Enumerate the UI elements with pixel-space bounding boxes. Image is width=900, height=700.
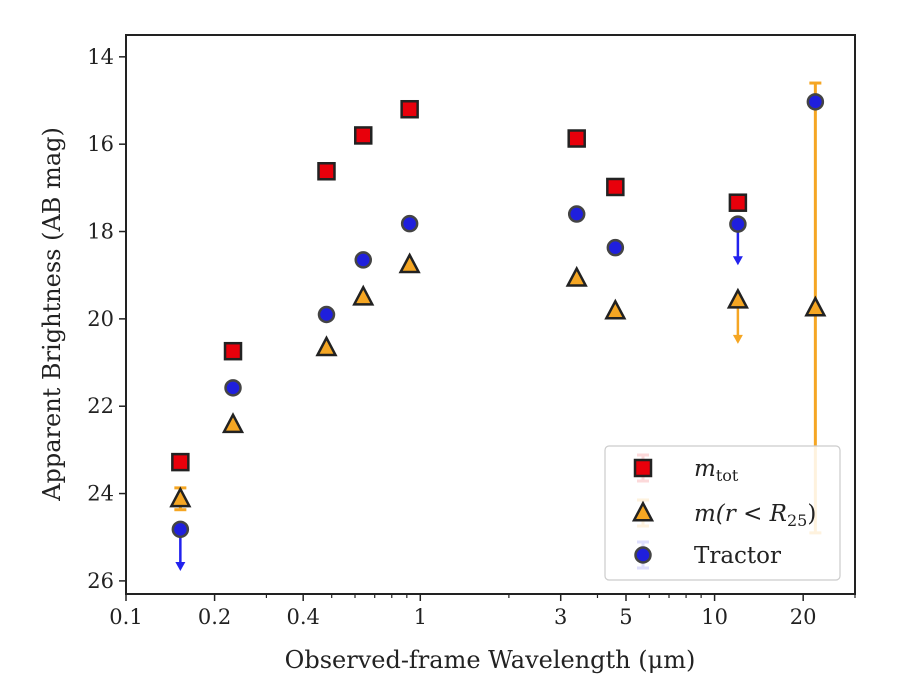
mr25-marker (565, 265, 588, 287)
x-tick-label: 0.4 (286, 605, 319, 629)
mr25-marker (315, 335, 338, 357)
mtot-marker (171, 452, 190, 472)
legend-label-mr25: m(r < R25) (694, 501, 816, 530)
legend-tractor-marker (634, 546, 652, 564)
x-tick-label: 0.1 (109, 605, 142, 629)
upper-limit-arrow-head (175, 561, 186, 571)
tractor-marker (806, 93, 825, 111)
y-tick-label: 22 (87, 394, 114, 418)
x-tick-label: 10 (701, 605, 728, 629)
axis-ticks: 0.1 0.2 0.4 1 3 5 10 20 14 16 18 20 22 24 26 (87, 45, 856, 629)
mr25-marker (221, 412, 245, 434)
y-tick-label: 26 (87, 569, 114, 593)
plot-frame (125, 34, 856, 595)
y-tick-label: 14 (87, 45, 114, 69)
legend-label-mtot: mtot (694, 456, 739, 485)
tractor-marker (606, 238, 625, 257)
legend-mtot-marker (633, 458, 653, 478)
data-markers (169, 93, 827, 539)
mtot-marker (606, 177, 625, 197)
tractor-marker (171, 520, 190, 539)
x-tick-label: 5 (619, 605, 632, 629)
mtot-marker (223, 341, 243, 361)
legend-label-sub: tot (716, 466, 739, 485)
mtot-marker (317, 162, 336, 181)
legend-label-main: m (694, 456, 716, 482)
mr25-marker (804, 295, 827, 317)
tractor-marker (729, 215, 747, 233)
x-tick-label: 20 (790, 605, 817, 629)
y-tick-label: 16 (87, 132, 114, 156)
upper-limit-arrow-head (732, 256, 743, 266)
mtot-marker (354, 126, 373, 145)
legend-box (604, 445, 841, 581)
mtot-marker (567, 129, 586, 148)
y-tick-label: 24 (87, 482, 114, 506)
tractor-marker (400, 214, 419, 233)
tractor-marker (567, 205, 586, 223)
x-tick-label: 3 (554, 605, 567, 629)
mr25-marker (169, 486, 192, 508)
legend: mtot m(r < R25) Tractor (604, 445, 841, 581)
mr25-marker (726, 287, 749, 309)
upper-limit-arrow-head (732, 334, 743, 344)
tractor-marker (317, 305, 336, 324)
tractor-marker (224, 379, 242, 397)
legend-label-tractor: Tractor (694, 543, 781, 569)
x-tick-label: 0.2 (198, 605, 231, 629)
legend-mr25-marker (631, 500, 655, 522)
x-axis-title: Observed-frame Wavelength (μm) (285, 646, 696, 674)
mr25-marker (604, 298, 627, 320)
legend-label-sub: 25 (787, 511, 807, 530)
y-axis-title: Apparent Brightness (AB mag) (38, 127, 66, 502)
tractor-marker (354, 251, 373, 269)
y-tick-label: 20 (87, 307, 114, 331)
y-tick-label: 18 (87, 220, 114, 244)
mtot-marker (728, 193, 748, 212)
legend-label-end: ) (807, 501, 816, 527)
mr25-marker (398, 252, 421, 274)
legend-label-main: m(r < R (694, 501, 787, 527)
mr25-marker (352, 284, 375, 306)
mtot-marker (400, 99, 419, 119)
x-tick-label: 1 (414, 605, 427, 629)
